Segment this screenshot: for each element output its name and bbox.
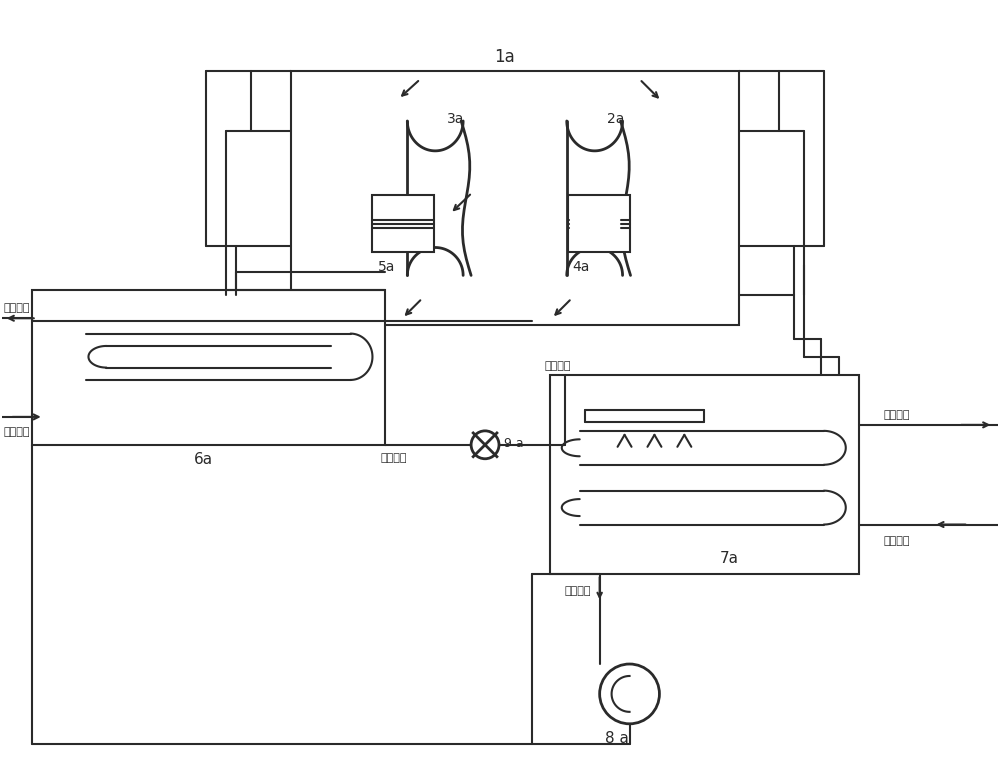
Text: 冷却水出: 冷却水出 [4,303,30,314]
Text: 6a: 6a [194,452,213,466]
Text: 8 a: 8 a [605,731,629,746]
Text: 4a: 4a [573,261,590,275]
Text: 2a: 2a [607,112,624,126]
Text: 冷冻水进: 冷冻水进 [884,537,910,547]
Bar [550,375,859,574]
Text: 冷冻水出: 冷冻水出 [884,410,910,420]
Text: 5a: 5a [377,261,395,275]
Text: 9 a: 9 a [504,437,524,450]
Bar [32,290,385,445]
Text: 冷剂水出: 冷剂水出 [380,452,407,463]
Text: 冷剂水出: 冷剂水出 [565,587,591,596]
Text: 1a: 1a [495,48,515,66]
Text: 7a: 7a [720,551,739,566]
Text: 冷却水进: 冷却水进 [4,427,30,437]
Text: 冷剂水进: 冷剂水进 [545,361,571,371]
Bar [291,71,739,325]
Bar [568,195,630,253]
Text: 3a: 3a [447,112,465,126]
Bar [372,195,434,253]
